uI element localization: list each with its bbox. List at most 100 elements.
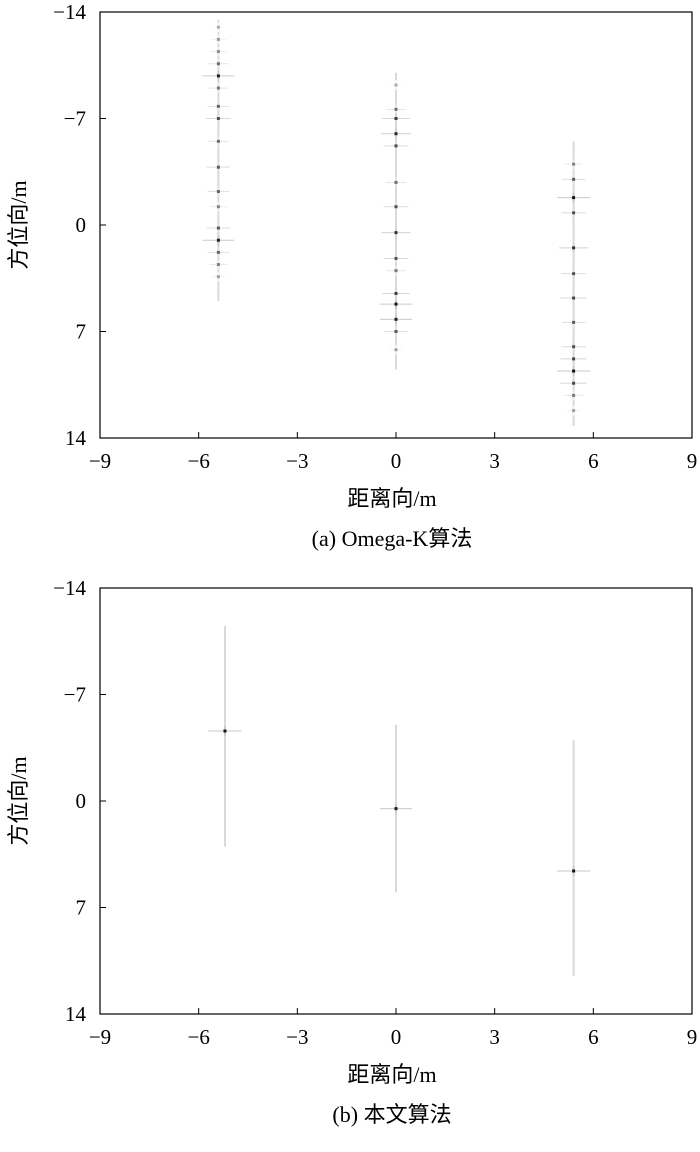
point-core-36: [572, 246, 576, 250]
chart-b: −9 −6 −3 0 3 6 9 −14 −7 0 7 14 距离向/m 方位向/m (b) 本文算法: [6, 576, 698, 1127]
x-tick-label: −3: [286, 1025, 308, 1049]
data-point-17: [389, 80, 403, 91]
data-point-10: [207, 186, 230, 197]
data-point-42: [557, 366, 591, 377]
data-point-30: [384, 326, 408, 337]
point-core-43: [572, 381, 576, 385]
point-core-34: [572, 196, 576, 200]
x-tick-label: −6: [187, 1025, 209, 1049]
data-point-18: [385, 104, 407, 115]
point-core-2: [216, 50, 220, 54]
data-point-36: [559, 242, 589, 253]
data-point-14: [207, 247, 230, 258]
y-tick-label: −14: [53, 576, 86, 600]
data-point-44: [564, 390, 584, 401]
data-point-2: [210, 46, 227, 57]
point-core-0: [223, 729, 227, 733]
data-point-22: [385, 177, 407, 188]
chart-a: −9 −6 −3 0 3 6 9 −14 −7 0 7 14 距离向/m 方位向/m (a) Omega-K…: [6, 0, 697, 551]
point-core-33: [572, 177, 576, 181]
data-point-33: [561, 174, 586, 185]
data-point-1: [210, 34, 226, 45]
point-core-22: [394, 180, 398, 184]
data-point-41: [560, 353, 587, 364]
y-tick-label: 14: [65, 426, 87, 450]
point-core-3: [216, 62, 220, 66]
data-point-31: [389, 344, 403, 355]
data-point-1: [380, 803, 412, 814]
panel-a: −9 −6 −3 0 3 6 9 −14 −7 0 7 14 距离向/m 方位向/m (a) Omega-K…: [6, 0, 697, 551]
point-core-13: [216, 238, 220, 242]
x-tick-label: −9: [89, 449, 111, 473]
point-core-11: [216, 205, 220, 209]
data-point-32: [564, 159, 583, 170]
x-tick-label: 6: [588, 449, 599, 473]
x-tick-label: −6: [187, 449, 209, 473]
data-point-0: [208, 726, 242, 737]
point-core-16: [216, 275, 220, 279]
point-core-2: [572, 869, 576, 873]
data-point-40: [561, 341, 586, 352]
point-core-38: [572, 296, 576, 300]
data-point-5: [208, 83, 228, 94]
data-point-20: [380, 128, 412, 139]
point-core-6: [216, 104, 220, 108]
x-axis-title: 距离向/m: [347, 1062, 436, 1087]
y-axis-title: 方位向/m: [6, 180, 31, 269]
y-tick-label: −7: [64, 107, 86, 131]
panel-b: −9 −6 −3 0 3 6 9 −14 −7 0 7 14 距离向/m 方位向/m (b) 本文算法: [0, 576, 700, 1152]
data-point-21: [383, 140, 409, 151]
data-point-45: [566, 405, 581, 416]
x-axis-title: 距离向/m: [347, 486, 436, 511]
point-core-41: [572, 357, 576, 361]
x-tick-label: −9: [89, 1025, 111, 1049]
point-core-12: [216, 226, 220, 230]
data-point-12: [206, 223, 231, 234]
data-point-43: [560, 378, 587, 389]
point-core-31: [394, 348, 398, 352]
data-point-11: [209, 201, 228, 212]
y-tick-label: −7: [64, 683, 86, 707]
point-core-27: [394, 291, 398, 295]
point-core-42: [572, 369, 576, 373]
data-point-37: [561, 268, 586, 279]
point-core-39: [572, 320, 576, 324]
point-core-19: [394, 117, 398, 120]
point-core-8: [216, 139, 220, 143]
point-core-1: [394, 807, 398, 811]
point-core-9: [216, 165, 220, 169]
point-core-10: [216, 190, 220, 194]
data-point-15: [209, 259, 228, 270]
point-core-1: [216, 37, 220, 41]
data-point-34: [557, 192, 591, 203]
y-tick-label: 7: [76, 320, 87, 344]
point-core-24: [394, 231, 398, 235]
figure-caption: (a) Omega-K算法: [312, 526, 473, 551]
point-core-14: [216, 250, 220, 254]
x-tick-label: 0: [391, 1025, 402, 1049]
point-core-0: [216, 25, 220, 29]
x-tick-label: 0: [391, 449, 402, 473]
x-tick-label: 9: [687, 1025, 698, 1049]
y-tick-label: 0: [76, 789, 87, 813]
y-tick-label: 7: [76, 896, 87, 920]
point-core-15: [216, 263, 220, 267]
data-point-39: [561, 317, 586, 328]
point-core-23: [394, 205, 398, 209]
point-core-32: [572, 162, 576, 166]
y-tick-label: −14: [53, 0, 86, 24]
point-core-17: [394, 83, 398, 87]
data-point-35: [561, 207, 586, 218]
data-point-28: [379, 299, 413, 310]
x-tick-label: 3: [489, 449, 500, 473]
point-core-20: [394, 132, 398, 136]
point-core-25: [394, 256, 398, 260]
data-point-3: [208, 58, 229, 69]
y-axis-title: 方位向/m: [6, 756, 31, 845]
point-core-37: [572, 272, 576, 276]
point-core-7: [216, 117, 220, 120]
y-tick-label: 0: [76, 213, 87, 237]
point-core-26: [394, 269, 398, 273]
point-core-21: [394, 144, 398, 148]
point-core-5: [216, 86, 220, 90]
